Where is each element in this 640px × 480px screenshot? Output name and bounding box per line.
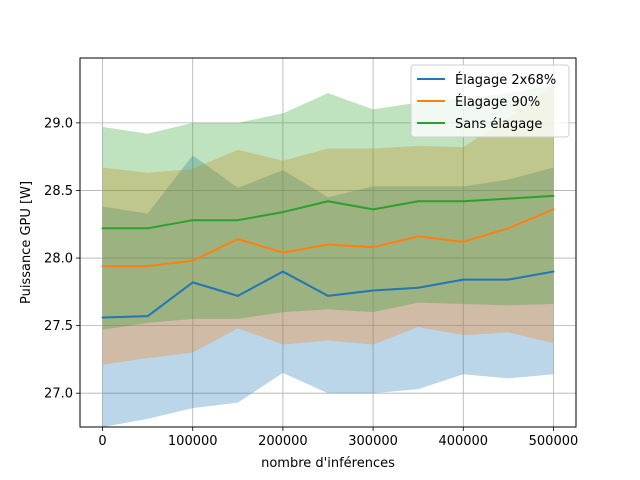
data-point — [281, 211, 284, 214]
series-lines — [101, 194, 555, 319]
data-point — [372, 246, 375, 249]
y-axis: 27.0 27.5 28.0 28.5 29.0 — [44, 116, 80, 402]
data-point — [281, 270, 284, 273]
x-tick-label: 100000 — [168, 434, 218, 449]
x-tick-label: 300000 — [348, 434, 398, 449]
y-tick-label: 27.5 — [44, 319, 73, 334]
data-point — [191, 259, 194, 262]
data-point — [327, 200, 329, 203]
plot-frame — [79, 57, 577, 428]
data-point — [146, 265, 149, 268]
legend-label: Sans élagage — [455, 117, 542, 132]
data-point — [236, 238, 239, 241]
confidence-band — [102, 85, 554, 365]
data-point — [462, 200, 465, 203]
y-tick-label: 29.0 — [44, 116, 73, 131]
data-point — [191, 281, 194, 284]
x-tick-label: 200000 — [258, 434, 308, 449]
x-tick-label: 0 — [98, 434, 106, 449]
y-axis-label: Puissance GPU [W] — [19, 181, 34, 304]
data-point — [507, 278, 510, 281]
y-tick-label: 27.0 — [44, 387, 73, 402]
data-point — [462, 278, 465, 281]
legend-box — [410, 64, 570, 138]
data-point — [327, 294, 329, 297]
data-point — [507, 227, 510, 230]
data-point — [281, 251, 284, 254]
data-point — [552, 270, 555, 273]
data-point — [552, 208, 555, 211]
legend: Élagage 2x68% Élagage 90% Sans élagage — [410, 64, 570, 138]
legend-label: Élagage 90% — [455, 94, 540, 110]
data-point — [146, 315, 149, 318]
x-tick-label: 400000 — [438, 434, 488, 449]
data-point — [327, 243, 329, 246]
x-tick-label: 500000 — [529, 434, 579, 449]
data-point — [417, 235, 420, 238]
legend-label: Élagage 2x68% — [455, 72, 556, 88]
data-point — [101, 227, 104, 230]
data-point — [462, 240, 465, 243]
confidence-band — [102, 155, 554, 428]
confidence-bands — [102, 85, 554, 428]
data-point — [417, 200, 420, 203]
data-point — [146, 227, 149, 230]
data-point — [417, 286, 420, 289]
x-axis: 0 100000 200000 300000 400000 500000 — [98, 427, 578, 449]
data-point — [191, 219, 194, 222]
confidence-band — [102, 85, 554, 330]
data-point — [507, 197, 510, 200]
data-point — [372, 289, 375, 292]
y-tick-label: 28.0 — [44, 252, 73, 267]
data-point — [101, 316, 104, 319]
y-tick-label: 28.5 — [44, 184, 73, 199]
x-axis-label: nombre d'inférences — [261, 456, 395, 471]
data-point — [236, 219, 239, 222]
data-point — [552, 194, 555, 197]
data-point — [101, 265, 104, 268]
data-point — [372, 208, 375, 211]
data-point — [236, 294, 239, 297]
